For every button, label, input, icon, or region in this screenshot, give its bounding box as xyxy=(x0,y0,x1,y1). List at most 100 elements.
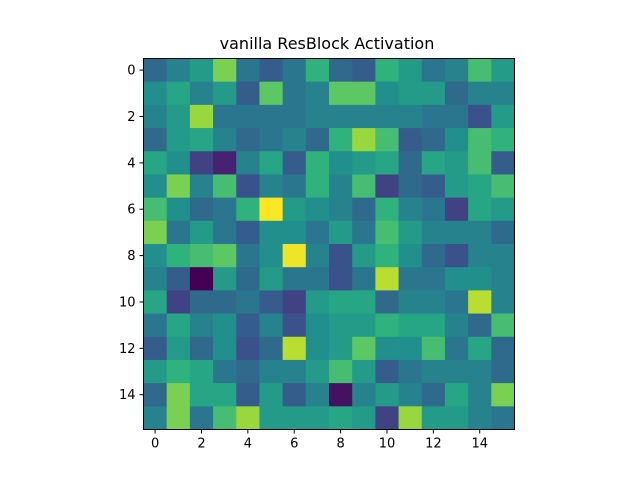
heatmap-cell xyxy=(375,406,399,430)
heatmap-cell xyxy=(166,220,191,245)
heatmap-cell xyxy=(444,244,469,268)
heatmap-cell xyxy=(236,128,260,152)
heatmap-cell xyxy=(468,58,492,83)
heatmap-cell xyxy=(143,359,168,384)
heatmap-cell xyxy=(143,220,168,245)
heatmap-cell xyxy=(421,383,446,407)
heatmap-cell xyxy=(375,58,399,83)
heatmap-cell xyxy=(166,383,191,407)
heatmap-cell xyxy=(236,244,260,268)
heatmap-cell xyxy=(398,290,423,314)
heatmap-cell xyxy=(468,267,492,291)
heatmap-cell xyxy=(236,336,260,361)
heatmap-cell xyxy=(236,383,260,407)
heatmap-cell xyxy=(468,151,492,175)
heatmap-cell xyxy=(444,406,469,430)
y-axis: 0 2 4 6 8 10 12 14 xyxy=(119,64,144,403)
heatmap-cell xyxy=(236,220,260,245)
heatmap-cell xyxy=(398,104,423,129)
heatmap-cells xyxy=(143,58,515,430)
heatmap-cell xyxy=(143,128,168,152)
heatmap-cell xyxy=(444,151,469,175)
x-tick-label: 4 xyxy=(244,437,252,452)
heatmap-cell xyxy=(398,151,423,175)
heatmap-cell xyxy=(491,406,515,430)
heatmap-cell xyxy=(375,174,399,199)
heatmap-cell xyxy=(143,383,168,407)
heatmap-cell xyxy=(236,81,260,106)
heatmap-cell xyxy=(282,197,307,222)
heatmap-cell xyxy=(282,359,307,384)
heatmap-cell xyxy=(236,267,260,291)
heatmap-cell xyxy=(468,81,492,106)
heatmap-cell xyxy=(166,359,191,384)
heatmap-cell xyxy=(398,244,423,268)
heatmap-cell xyxy=(305,174,330,199)
heatmap-cell xyxy=(491,290,515,314)
heatmap-cell xyxy=(329,244,353,268)
heatmap-cell xyxy=(398,383,423,407)
heatmap-cell xyxy=(189,151,214,175)
heatmap-cell xyxy=(259,290,284,314)
heatmap-cell xyxy=(282,336,307,361)
heatmap-cell xyxy=(282,151,307,175)
heatmap-cell xyxy=(143,174,168,199)
heatmap-cell xyxy=(213,220,237,245)
heatmap-cell xyxy=(259,197,284,222)
heatmap-cell xyxy=(352,58,376,83)
plot-frame xyxy=(143,58,515,430)
heatmap-cell xyxy=(444,174,469,199)
heatmap-cell xyxy=(444,359,469,384)
heatmap-cell xyxy=(282,313,307,338)
heatmap-cell xyxy=(259,313,284,338)
heatmap-cell xyxy=(444,58,469,83)
heatmap-cell xyxy=(259,383,284,407)
heatmap-cell xyxy=(491,383,515,407)
heatmap-cell xyxy=(329,128,353,152)
heatmap-cell xyxy=(375,244,399,268)
heatmap-cell xyxy=(421,58,446,83)
heatmap-cell xyxy=(213,359,237,384)
heatmap-cell xyxy=(491,244,515,268)
y-tick-label: 4 xyxy=(127,156,135,171)
heatmap-cell xyxy=(491,220,515,245)
heatmap-cell xyxy=(259,336,284,361)
heatmap-cell xyxy=(329,58,353,83)
heatmap-cell xyxy=(259,244,284,268)
heatmap-cell xyxy=(166,151,191,175)
heatmap-cell xyxy=(329,290,353,314)
heatmap-cell xyxy=(421,151,446,175)
x-tick-label: 2 xyxy=(197,437,205,452)
heatmap-cell xyxy=(398,406,423,430)
heatmap-cell xyxy=(375,104,399,129)
heatmap-cell xyxy=(352,174,376,199)
heatmap-cell xyxy=(398,128,423,152)
heatmap-cell xyxy=(305,406,330,430)
heatmap-cell xyxy=(491,81,515,106)
heatmap-cell xyxy=(398,81,423,106)
heatmap-cell xyxy=(375,81,399,106)
heatmap-cell xyxy=(444,313,469,338)
heatmap-cell xyxy=(213,128,237,152)
heatmap-cell xyxy=(166,244,191,268)
heatmap-cell xyxy=(421,359,446,384)
heatmap-cell xyxy=(282,406,307,430)
heatmap-cell xyxy=(213,313,237,338)
heatmap-cell xyxy=(143,151,168,175)
heatmap-cell xyxy=(305,197,330,222)
heatmap-cell xyxy=(166,267,191,291)
heatmap-cell xyxy=(444,197,469,222)
x-axis: 0 2 4 6 8 10 12 14 xyxy=(151,429,488,452)
heatmap-cell xyxy=(189,290,214,314)
heatmap-cell xyxy=(166,313,191,338)
heatmap-cell xyxy=(421,267,446,291)
heatmap-cell xyxy=(305,244,330,268)
heatmap-cell xyxy=(421,220,446,245)
heatmap-cell xyxy=(375,313,399,338)
heatmap-cell xyxy=(421,244,446,268)
heatmap-cell xyxy=(166,336,191,361)
heatmap-cell xyxy=(329,359,353,384)
heatmap-cell xyxy=(444,336,469,361)
heatmap-cell xyxy=(491,151,515,175)
